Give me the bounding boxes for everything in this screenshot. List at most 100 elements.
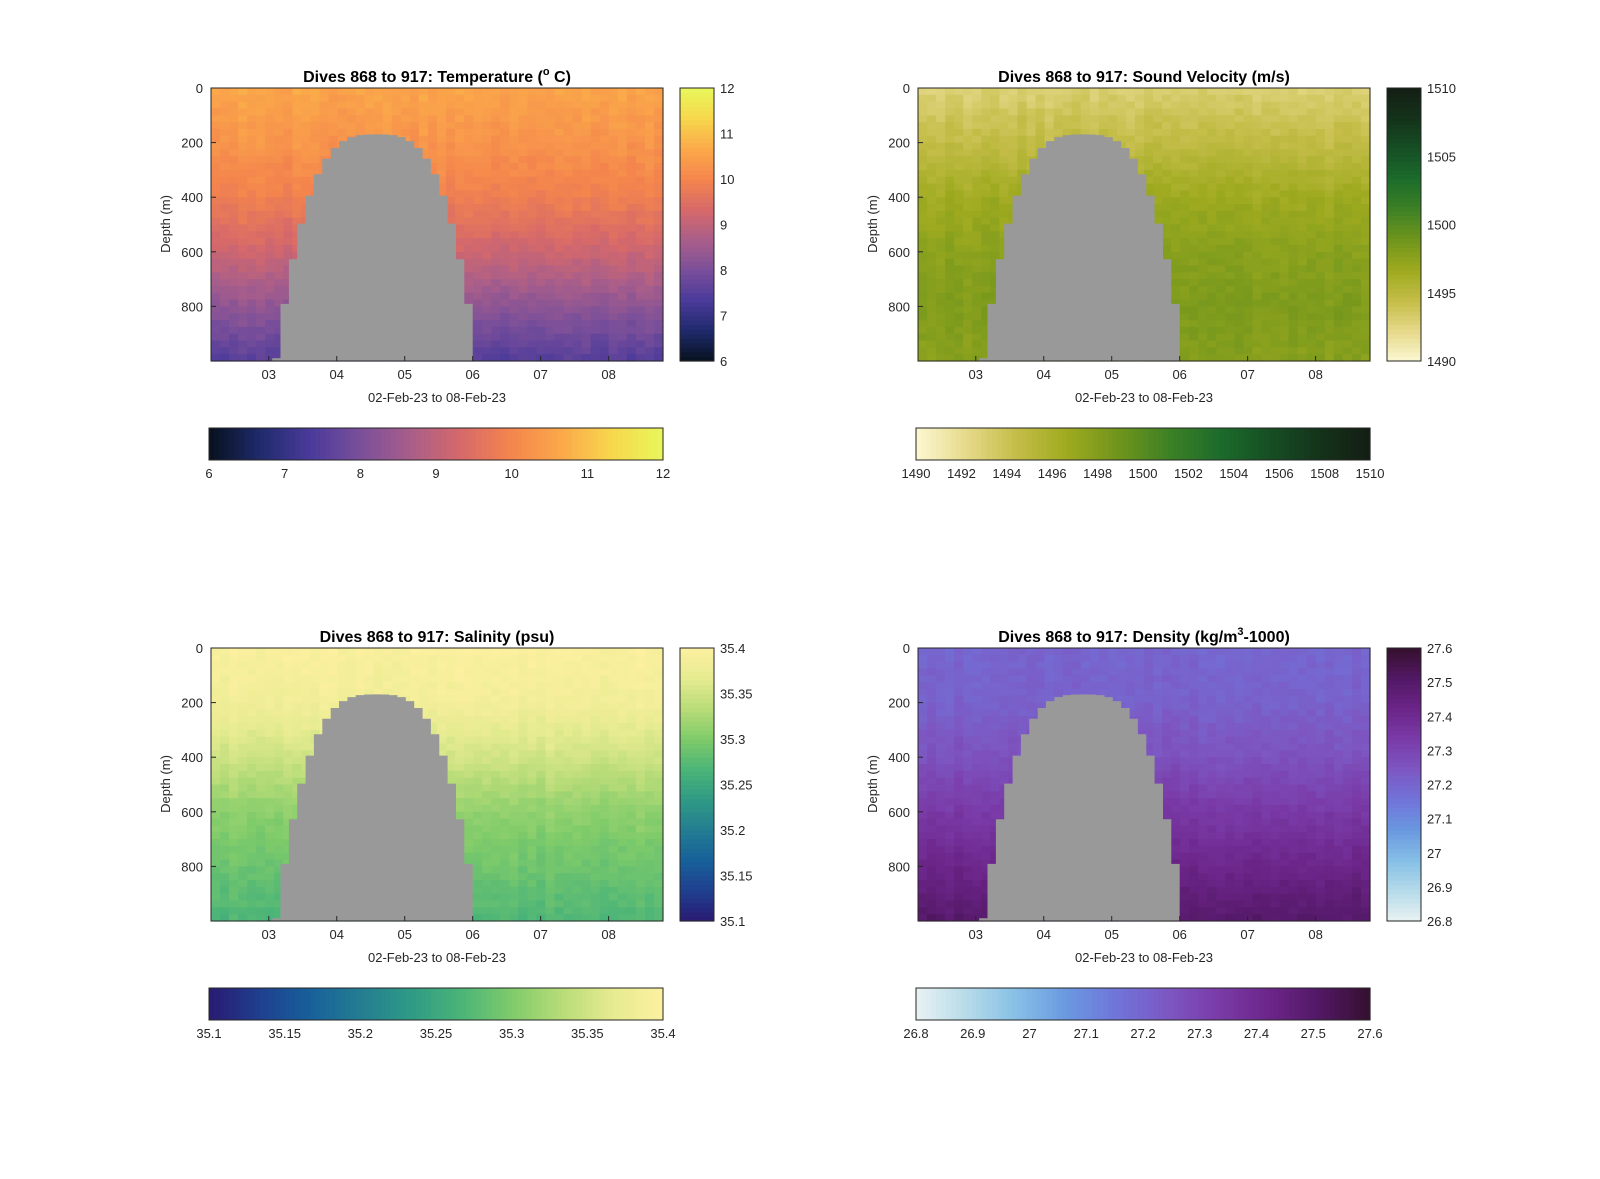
heatmap-cell (292, 135, 302, 144)
heatmap-cell (927, 197, 937, 205)
heatmap-cell (256, 292, 266, 301)
heatmap-cell (1225, 238, 1235, 246)
heatmap-cell (220, 716, 230, 724)
heatmap-cell (500, 224, 510, 232)
heatmap-cell (283, 825, 293, 833)
heatmap-cell (211, 122, 221, 130)
heatmap-cell (382, 88, 393, 96)
heatmap-cell (1306, 306, 1317, 314)
heatmap-cell (229, 668, 239, 676)
heatmap-cell (1189, 183, 1199, 191)
heatmap-cell (1125, 128, 1136, 137)
heatmap-cell (972, 190, 982, 198)
heatmap-cell (981, 101, 991, 110)
heatmap-cell (265, 340, 275, 348)
heatmap-cell (1207, 190, 1217, 198)
heatmap-cell (211, 115, 221, 123)
colorbar-tick-label: 1490 (1427, 354, 1456, 369)
heatmap-cell (918, 197, 928, 205)
heatmap-cell (1243, 340, 1254, 348)
heatmap-cell (238, 682, 248, 690)
heatmap-cell (418, 108, 429, 116)
heatmap-cell (536, 142, 547, 151)
heatmap-cell (256, 695, 266, 704)
heatmap-cell (1306, 313, 1317, 321)
heatmap-cell (238, 238, 248, 246)
heatmap-cell (518, 279, 528, 287)
colorbar-swatch (680, 238, 714, 244)
heatmap-cell (599, 313, 610, 321)
heatmap-cell (1171, 128, 1181, 137)
heatmap-cell (1243, 163, 1254, 171)
heatmap-cell (1315, 122, 1326, 130)
colorbar-swatch (1057, 428, 1063, 460)
heatmap-cell (1198, 149, 1208, 157)
heatmap-cell (527, 354, 538, 362)
heatmap-cell (247, 292, 257, 301)
heatmap-cell (1207, 183, 1217, 191)
x-tick-label: 05 (397, 367, 411, 382)
heatmap-cell (328, 115, 339, 123)
heatmap-cell (918, 354, 928, 362)
heatmap-cell (608, 115, 619, 123)
heatmap-cell (554, 272, 565, 280)
colorbar-swatch (680, 270, 714, 276)
heatmap-cell (581, 135, 592, 144)
heatmap-cell (644, 306, 655, 314)
heatmap-cell (545, 108, 556, 116)
heatmap-cell (274, 115, 284, 123)
heatmap-cell (1279, 326, 1290, 335)
heatmap-cell (554, 101, 565, 110)
heatmap-cell (1243, 326, 1254, 335)
heatmap-cell (1134, 88, 1145, 96)
heatmap-cell (446, 169, 456, 178)
heatmap-cell (999, 197, 1009, 205)
heatmap-cell (608, 285, 619, 294)
heatmap-cell (1324, 251, 1335, 260)
colorbar-swatch (680, 169, 714, 176)
heatmap-cell (220, 122, 230, 130)
heatmap-cell (981, 142, 991, 151)
colorbar-swatch (436, 428, 442, 460)
colorbar-swatch (652, 428, 659, 460)
colorbar-swatch (209, 428, 215, 460)
heatmap-cell (274, 729, 284, 738)
heatmap-cell (220, 285, 230, 294)
heatmap-cell (238, 695, 248, 704)
heatmap-cell (247, 265, 257, 273)
heatmap-cell (1198, 142, 1208, 151)
heatmap-cell (1207, 306, 1217, 314)
heatmap-cell (518, 224, 528, 232)
heatmap-cell (301, 682, 312, 690)
heatmap-cell (581, 122, 592, 130)
heatmap-cell (1171, 190, 1181, 198)
heatmap-cell (1234, 238, 1245, 246)
colorbar-frame (1386, 87, 1422, 362)
heatmap-cell (491, 340, 501, 348)
heatmap-cell (319, 94, 330, 103)
colorbar-swatch (1387, 160, 1421, 166)
heatmap-cell (927, 224, 937, 232)
heatmap-cell (1324, 265, 1335, 273)
heatmap-cell (1333, 347, 1344, 355)
heatmap-cell (1207, 299, 1217, 307)
heatmap-cell (536, 115, 547, 123)
heatmap-cell (581, 149, 592, 157)
heatmap-cell (310, 654, 321, 663)
heatmap-cell (1234, 217, 1245, 226)
heatmap-cell (220, 204, 230, 212)
heatmap-cell (1026, 115, 1037, 123)
heatmap-cell (400, 115, 411, 123)
heatmap-cell (563, 135, 574, 144)
heatmap-cell (954, 115, 964, 123)
heatmap-cell (220, 320, 230, 328)
heatmap-cell (653, 272, 664, 280)
heatmap-cell (1153, 128, 1163, 137)
heatmap-cell (1342, 224, 1353, 232)
heatmap-cell (536, 292, 547, 301)
heatmap-cell (644, 176, 655, 185)
heatmap-cell (617, 285, 628, 294)
heatmap-cell (1180, 156, 1190, 164)
heatmap-cell (274, 770, 284, 779)
